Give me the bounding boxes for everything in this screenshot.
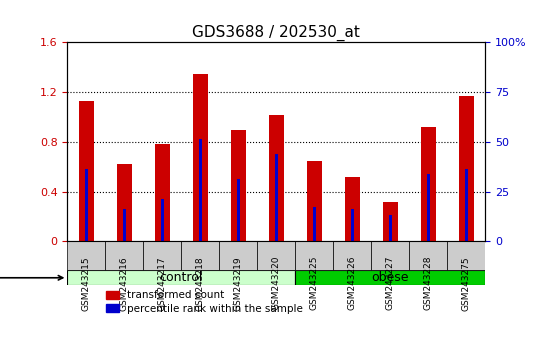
FancyBboxPatch shape bbox=[333, 241, 371, 270]
Text: disease state: disease state bbox=[0, 273, 63, 283]
Bar bbox=[79, 101, 94, 241]
FancyBboxPatch shape bbox=[295, 270, 485, 285]
FancyBboxPatch shape bbox=[257, 241, 295, 270]
Text: GSM243226: GSM243226 bbox=[348, 256, 357, 310]
Bar bbox=[123, 209, 126, 241]
Bar bbox=[383, 202, 398, 241]
Text: GSM243215: GSM243215 bbox=[82, 256, 91, 310]
Text: GSM243218: GSM243218 bbox=[196, 256, 205, 310]
Title: GDS3688 / 202530_at: GDS3688 / 202530_at bbox=[192, 25, 360, 41]
Text: GSM243225: GSM243225 bbox=[310, 256, 319, 310]
Bar bbox=[237, 179, 240, 241]
FancyBboxPatch shape bbox=[181, 241, 219, 270]
Bar bbox=[420, 127, 436, 241]
FancyBboxPatch shape bbox=[371, 241, 409, 270]
FancyBboxPatch shape bbox=[105, 241, 143, 270]
Bar bbox=[117, 164, 132, 241]
Legend: transformed count, percentile rank within the sample: transformed count, percentile rank withi… bbox=[106, 290, 303, 314]
Bar bbox=[199, 139, 202, 241]
FancyBboxPatch shape bbox=[447, 241, 485, 270]
Bar bbox=[465, 169, 468, 241]
FancyBboxPatch shape bbox=[409, 241, 447, 270]
Text: control: control bbox=[160, 271, 203, 284]
Text: GSM243220: GSM243220 bbox=[272, 256, 281, 310]
FancyBboxPatch shape bbox=[67, 241, 105, 270]
Text: GSM243216: GSM243216 bbox=[120, 256, 129, 310]
Bar bbox=[193, 74, 208, 241]
Text: GSM243227: GSM243227 bbox=[386, 256, 395, 310]
Bar bbox=[85, 169, 88, 241]
Text: GSM243219: GSM243219 bbox=[234, 256, 243, 310]
Bar bbox=[389, 215, 392, 241]
FancyBboxPatch shape bbox=[67, 270, 295, 285]
Bar bbox=[231, 130, 246, 241]
Bar bbox=[161, 199, 164, 241]
Bar bbox=[351, 209, 354, 241]
FancyBboxPatch shape bbox=[219, 241, 257, 270]
Text: obese: obese bbox=[371, 271, 409, 284]
Bar bbox=[459, 96, 474, 241]
Bar bbox=[313, 207, 316, 241]
Bar bbox=[344, 177, 360, 241]
Bar bbox=[307, 161, 322, 241]
Bar bbox=[275, 154, 278, 241]
Text: GSM243217: GSM243217 bbox=[158, 256, 167, 310]
Bar bbox=[427, 174, 430, 241]
Text: GSM243228: GSM243228 bbox=[424, 256, 433, 310]
FancyBboxPatch shape bbox=[143, 241, 181, 270]
Bar bbox=[268, 115, 284, 241]
FancyBboxPatch shape bbox=[295, 241, 333, 270]
Bar bbox=[155, 144, 170, 241]
Text: GSM243275: GSM243275 bbox=[461, 256, 471, 310]
